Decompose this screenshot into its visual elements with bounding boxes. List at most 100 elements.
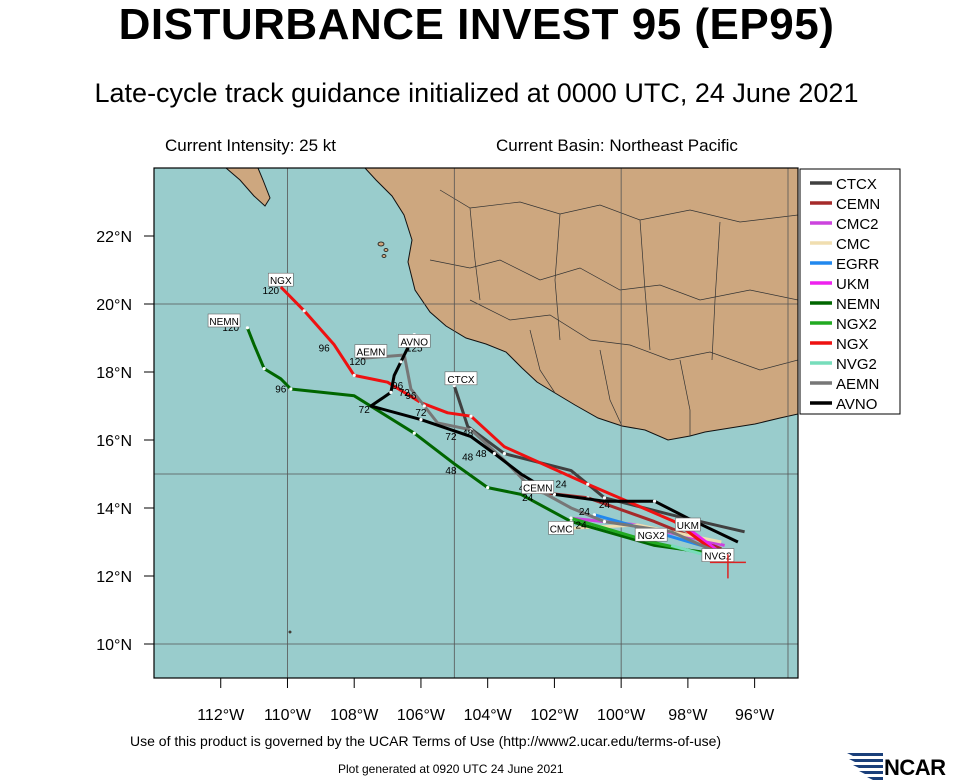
forecast-hour-label: 72 <box>359 405 371 416</box>
model-label-nemn: NEMN <box>209 317 238 328</box>
legend-label-ngx: NGX <box>836 336 869 353</box>
forecast-hour-label: 48 <box>462 452 474 463</box>
model-label-cmc: CMC <box>550 524 573 535</box>
track-point <box>399 360 403 364</box>
track-point <box>652 499 657 503</box>
track-aemn <box>360 353 726 557</box>
legend-label-cmc: CMC <box>836 236 870 253</box>
legend-label-avno: AVNO <box>836 396 877 413</box>
model-label-box <box>397 334 431 348</box>
x-tick-label: 98°W <box>668 707 708 724</box>
legend-label-ngx2: NGX2 <box>836 316 877 333</box>
model-label-box <box>267 272 294 287</box>
forecast-hour-label: 96 <box>275 384 287 395</box>
y-axis-ticks: 10°N 12°N 14°N 16°N 18°N 20°N 22°N <box>96 229 154 654</box>
y-tick-label: 14°N <box>96 501 132 518</box>
forecast-hour-label: 72 <box>399 388 411 399</box>
track-point <box>289 387 293 391</box>
forecast-hour-label: 72 <box>445 432 457 443</box>
track-point <box>262 367 266 371</box>
x-tick-label: 100°W <box>597 707 646 724</box>
model-labels: CTCX CEMN CMC UKM NEMN NGX2 NGX NVG2 AEMN AVNO <box>207 272 735 563</box>
track-point <box>586 482 590 486</box>
plot-generated-time: Plot generated at 0920 UTC 24 June 2021 <box>338 762 564 776</box>
legend-label-ctcx: CTCX <box>836 176 877 193</box>
model-label-box <box>354 344 388 358</box>
track-point <box>469 428 473 432</box>
baja-tip <box>225 168 271 207</box>
forecast-hour-label: 24 <box>556 480 568 491</box>
y-tick-label: 22°N <box>96 229 132 246</box>
model-label-box <box>634 527 668 542</box>
x-axis-ticks: 112°W 110°W 108°W 106°W 104°W 102°W 100°W 98°W 9… <box>197 678 775 724</box>
track-point <box>412 431 416 435</box>
forecast-hour-label: 24 <box>579 507 591 518</box>
ncar-logo-mark <box>847 753 883 780</box>
legend-label-cemn: CEMN <box>836 196 880 213</box>
current-intensity: Current Intensity: 25 kt <box>165 136 337 155</box>
legend-label-nemn: NEMN <box>836 296 880 313</box>
track-ctcx <box>452 385 745 534</box>
track-point <box>486 486 490 490</box>
legend-label-nvg2: NVG2 <box>836 356 877 373</box>
state-borders <box>429 189 798 436</box>
track-point <box>602 520 607 524</box>
current-position-marker <box>709 554 746 579</box>
forecast-hour-label: 48 <box>475 449 487 460</box>
lat-lon-grid <box>154 168 798 678</box>
y-tick-label: 16°N <box>96 433 132 450</box>
current-basin: Current Basin: Northeast Pacific <box>496 136 738 155</box>
forecast-hour-label: 48 <box>462 429 474 440</box>
model-label-ngx: NGX <box>270 276 292 287</box>
track-point <box>245 326 250 330</box>
islands <box>288 241 389 634</box>
ncar-logo-text: NCAR <box>884 755 946 780</box>
track-point <box>602 496 607 500</box>
x-tick-label: 104°W <box>464 707 513 724</box>
x-tick-label: 108°W <box>330 707 379 724</box>
forecast-hour-label: 120 <box>222 323 239 334</box>
model-label-nvg2: NVG2 <box>704 552 732 563</box>
track-point <box>569 516 573 520</box>
forecast-hour-label: 96 <box>392 381 404 392</box>
x-tick-label: 110°W <box>264 707 312 724</box>
model-label-box <box>548 521 574 535</box>
legend: CTCX CEMN CMC2 CMC EGRR UKM NEMN NGX2 NGX NVG2 AEM… <box>799 168 901 415</box>
track-point <box>352 373 356 377</box>
track-avno <box>369 333 739 544</box>
legend-label-aemn: AEMN <box>836 376 879 393</box>
map-frame <box>153 167 799 679</box>
model-label-ukm: UKM <box>677 521 699 532</box>
forecast-hour-label: 24 <box>522 493 534 504</box>
y-tick-label: 10°N <box>96 637 132 654</box>
track-point <box>419 418 423 422</box>
page-subtitle: Late-cycle track guidance initialized at… <box>94 78 859 108</box>
x-tick-label: 102°W <box>530 707 579 724</box>
legend-label-ukm: UKM <box>836 276 869 293</box>
terms-of-use: Use of this product is governed by the U… <box>130 733 722 749</box>
forecast-hour-labels: 1209612096120125967296727272484848484824… <box>222 286 610 532</box>
forecast-hour-label: 24 <box>599 500 611 511</box>
forecast-hour-label: 72 <box>415 408 427 419</box>
y-tick-label: 18°N <box>96 365 132 382</box>
forecast-hour-label: 120 <box>262 286 279 297</box>
model-label-avno: AVNO <box>400 337 428 348</box>
track-point <box>302 309 306 313</box>
track-ngx <box>279 285 726 561</box>
x-tick-label: 112°W <box>197 707 245 724</box>
track-point <box>492 452 496 456</box>
y-tick-label: 20°N <box>96 297 132 314</box>
x-tick-label: 96°W <box>735 707 775 724</box>
forecast-hour-label: 125 <box>406 344 423 355</box>
model-label-box <box>675 517 701 532</box>
model-label-ngx2: NGX2 <box>638 531 666 542</box>
y-tick-label: 12°N <box>96 569 132 586</box>
track-point <box>389 390 393 394</box>
track-point <box>469 414 473 418</box>
model-label-box <box>701 548 735 562</box>
track-point <box>502 452 506 456</box>
model-label-aemn: AEMN <box>356 348 385 359</box>
track-point <box>422 404 426 408</box>
page-title: DISTURBANCE INVEST 95 (EP95) <box>118 0 835 49</box>
forecast-hour-label: 96 <box>405 391 417 402</box>
